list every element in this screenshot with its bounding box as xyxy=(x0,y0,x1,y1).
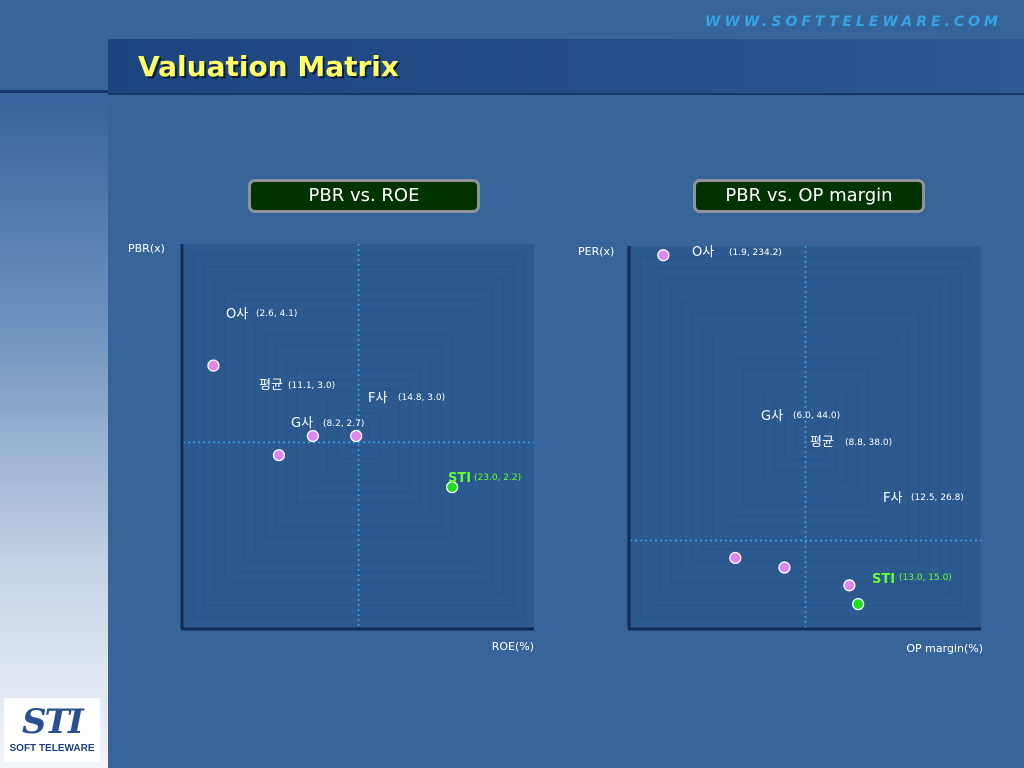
point-value-label: (12.5, 26.8) xyxy=(911,493,964,503)
company-logo: STI SOFT TELEWARE xyxy=(4,698,100,762)
website-url[interactable]: WWW.SOFTTELEWARE.COM xyxy=(705,14,1002,30)
plot-texture-ring xyxy=(794,425,817,449)
plot-texture-ring xyxy=(296,367,421,505)
point-name-label: STI xyxy=(872,572,895,587)
data-point xyxy=(778,561,791,574)
plot-texture-ring xyxy=(753,380,858,494)
point-value-label: (1.9, 234.2) xyxy=(729,248,782,258)
scatter-chart-pbr-roe: PBR(x) ROE(%) O사 (2.6, 4.1) 평균 (11.1, 3.0) F사 (… xyxy=(128,242,534,653)
point-value-label: (8.8, 38.0) xyxy=(845,438,892,448)
plot-texture-ring xyxy=(254,322,463,550)
plot-texture-ring xyxy=(743,369,868,505)
plot-texture-ring xyxy=(650,267,961,607)
plot-texture-ring xyxy=(660,279,951,595)
point-name-label: G사 xyxy=(761,409,783,424)
point-name-label: STI xyxy=(448,471,471,486)
data-point xyxy=(306,429,319,443)
point-name-label: O사 xyxy=(692,245,714,260)
data-point xyxy=(843,579,856,592)
data-point xyxy=(657,249,670,262)
data-point xyxy=(350,429,363,443)
plot-texture-ring xyxy=(670,290,941,584)
scatter-chart-pbr-op-margin: PER(x) OP margin(%) O사 (1.9, 234.2) G사 (6.0, … xyxy=(578,245,983,655)
chart-title-pbr-op-margin: PBR vs. OP margin xyxy=(693,179,925,213)
chart-title-pbr-roe: PBR vs. ROE xyxy=(248,179,480,213)
point-name-label: O사 xyxy=(226,307,248,322)
x-axis-label: ROE(%) xyxy=(492,640,534,653)
data-point xyxy=(446,481,459,494)
title-bar xyxy=(108,39,1024,95)
plot-texture-ring xyxy=(337,412,380,460)
x-axis-label: OP margin(%) xyxy=(906,642,983,655)
plot-texture-ring xyxy=(784,414,827,460)
page-title: Valuation Matrix xyxy=(138,50,399,83)
data-point xyxy=(729,551,742,565)
point-value-label: (6.0, 44.0) xyxy=(793,411,840,421)
plot-texture-ring xyxy=(701,324,910,550)
y-axis-label: PER(x) xyxy=(578,245,614,258)
point-value-label: (8.2, 2.7) xyxy=(323,419,364,429)
logo-text: SOFT TELEWARE xyxy=(9,743,95,754)
left-gradient-strip xyxy=(0,93,108,768)
point-value-label: (2.6, 4.1) xyxy=(256,309,297,319)
data-point xyxy=(272,449,286,462)
plot-texture-ring xyxy=(732,357,879,517)
point-name-label: 평균 xyxy=(259,378,283,393)
point-name-label: F사 xyxy=(368,391,387,406)
data-point xyxy=(207,359,220,372)
point-name-label: 평균 xyxy=(810,435,834,450)
y-axis-label: PBR(x) xyxy=(128,242,165,255)
plot-texture-ring xyxy=(691,312,920,562)
plot-texture-ring xyxy=(774,402,837,472)
plot-texture-ring xyxy=(712,335,899,539)
logo-mark: STI xyxy=(22,702,84,742)
point-value-label: (13.0, 15.0) xyxy=(899,573,952,583)
point-name-label: F사 xyxy=(883,491,902,506)
point-value-label: (11.1, 3.0) xyxy=(288,381,335,391)
title-divider xyxy=(0,90,108,93)
data-point xyxy=(852,598,865,611)
point-value-label: (14.8, 3.0) xyxy=(398,393,445,403)
point-name-label: G사 xyxy=(291,416,313,431)
point-value-label: (23.0, 2.2) xyxy=(474,473,521,483)
